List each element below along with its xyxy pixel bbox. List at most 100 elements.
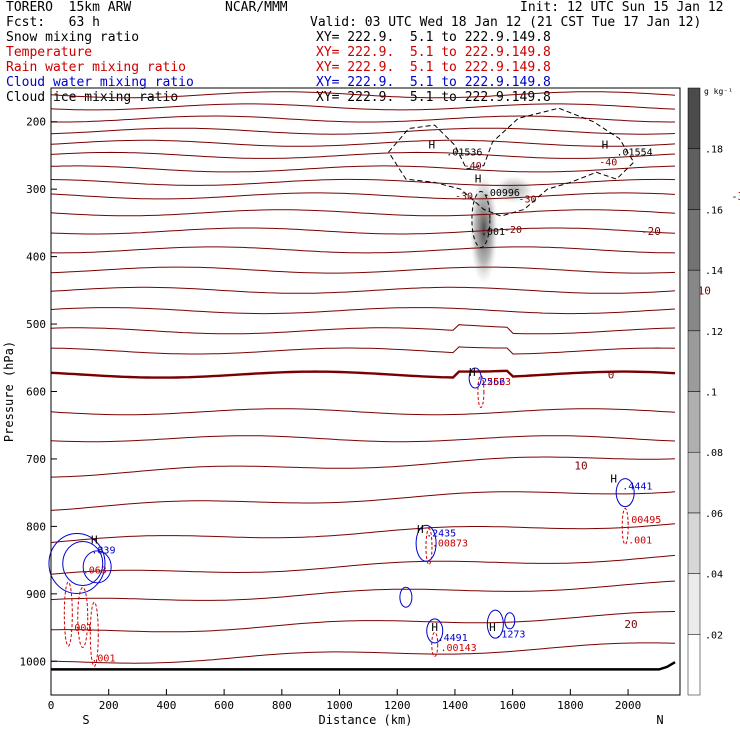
colorbar-bin <box>687 330 701 392</box>
y-tick-label: 700 <box>26 453 46 466</box>
isotherm-label: 10 <box>574 460 587 473</box>
colorbar-bin <box>687 148 701 210</box>
y-tick-label: 400 <box>26 251 46 264</box>
ice-contour-label: -30 <box>518 195 536 206</box>
rain-max-label: .00873 <box>432 539 468 550</box>
colorbar-tick-label: .14 <box>705 266 723 277</box>
isotherm-24 <box>50 580 676 601</box>
y-tick-label: 800 <box>26 520 46 533</box>
isotherm-label: -20 <box>641 225 661 238</box>
x-tick-label: 1400 <box>442 699 469 712</box>
field-xy-snow: XY= 222.9. 5.1 to 222.9.149.8 <box>316 30 551 45</box>
colorbar-tick-label: .12 <box>705 327 723 338</box>
field-name-temperature: Temperature <box>6 45 93 60</box>
colorbar-bin <box>687 391 701 453</box>
isotherm-label: 0 <box>608 369 615 382</box>
colorbar-tick-label: .04 <box>705 570 723 581</box>
high-marker: H <box>91 533 98 546</box>
cloud-water-contour <box>504 612 516 630</box>
isotherm-15 <box>50 324 676 335</box>
colorbar-bin <box>687 573 701 635</box>
colorbar-tick-label: .1 <box>705 388 717 399</box>
colorbar-bin <box>687 451 701 514</box>
isotherm-1 <box>50 103 676 111</box>
colorbar-unit: g kg⁻¹ <box>704 87 733 96</box>
y-axis-label: Pressure (hPa) <box>2 341 16 442</box>
ice-contour-label: -40 <box>464 161 482 172</box>
cloud-water-max-label: .839 <box>91 545 115 556</box>
colorbar-bin <box>687 634 701 696</box>
surface-line <box>51 661 676 671</box>
ice-max-label: .00996 <box>484 188 520 199</box>
colorbar-tick-label: .16 <box>705 205 723 216</box>
rain-max-label: .00495 <box>625 515 661 526</box>
isotherm-10 <box>50 227 676 235</box>
x-tick-label: 200 <box>99 699 119 712</box>
x-axis-label: Distance (km) <box>319 713 413 727</box>
isotherm-9 <box>50 209 676 217</box>
rain-contour <box>63 581 73 647</box>
ice-contour-label: -40 <box>599 158 617 169</box>
y-tick-label: 300 <box>26 183 46 196</box>
field-name-snow: Snow mixing ratio <box>6 30 140 45</box>
high-marker: H <box>417 523 424 536</box>
isotherm-11 <box>50 246 676 254</box>
isotherm-13 <box>50 286 676 294</box>
colorbar-tick-label: .08 <box>705 448 723 459</box>
org-label: NCAR/MMM <box>225 0 288 15</box>
rain-contour <box>431 631 439 657</box>
x-tick-label: 1600 <box>499 699 526 712</box>
field-xy-cloud-water: XY= 222.9. 5.1 to 222.9.149.8 <box>316 75 551 90</box>
isotherm-20 <box>50 456 676 478</box>
rain-contour <box>89 601 99 667</box>
y-tick-label: 600 <box>26 386 46 399</box>
x-tick-label: 1800 <box>557 699 584 712</box>
colorbar-tick-label: .18 <box>705 145 723 156</box>
isotherm-14 <box>50 307 676 315</box>
snow-shading-secondary <box>493 175 534 204</box>
ice-contour-label: -30 <box>455 191 473 202</box>
high-marker: H <box>431 621 438 634</box>
ice-max-label: .01554 <box>617 147 653 158</box>
isotherm-22 <box>50 523 676 543</box>
isotherm-18 <box>50 408 676 416</box>
colorbar-tick-label: .06 <box>705 509 723 520</box>
rain-max-label: .063 <box>83 566 107 577</box>
ice-contour <box>388 107 635 217</box>
rain-max-label: .00143 <box>441 643 477 654</box>
high-marker: H <box>475 172 482 185</box>
field-xy-temperature: XY= 222.9. 5.1 to 222.9.149.8 <box>316 45 551 60</box>
valid-time: Valid: 03 UTC Wed 18 Jan 12 (21 CST Tue … <box>310 15 702 30</box>
x-tick-label: 1000 <box>326 699 353 712</box>
rain-max-label: .001 <box>628 535 652 546</box>
model-title: TORERO 15km ARW <box>6 0 132 15</box>
cloud-water-max-label: .2566 <box>475 377 505 388</box>
rain-max-label: .2523 <box>481 377 511 388</box>
field-xy-rain: XY= 222.9. 5.1 to 222.9.149.8 <box>316 60 551 75</box>
colorbar-bin <box>687 87 701 149</box>
isotherm-4 <box>50 139 676 147</box>
cloud-water-max-label: .2435 <box>426 529 456 540</box>
isotherm-7 <box>50 178 676 186</box>
high-marker: H <box>489 621 496 634</box>
x-tick-label: 800 <box>272 699 292 712</box>
isotherm-2 <box>51 115 675 123</box>
field-name-rain: Rain water mixing ratio <box>6 60 187 75</box>
high-marker: H <box>602 139 609 152</box>
isotherm-6 <box>50 165 676 173</box>
colorbar-bin <box>687 269 701 332</box>
isotherm-19 <box>50 435 676 443</box>
field-name-cloud-water: Cloud water mixing ratio <box>6 75 194 90</box>
y-tick-label: 900 <box>26 588 46 601</box>
isotherm-8 <box>50 192 676 200</box>
cloud-water-max-label: .4441 <box>622 481 652 492</box>
high-marker: H <box>610 473 617 486</box>
colorbar-bin <box>687 512 701 574</box>
cloud-water-contour <box>426 618 444 644</box>
y-tick-label: 1000 <box>20 655 47 668</box>
y-tick-label: 200 <box>26 116 46 129</box>
y-tick-label: 500 <box>26 318 46 331</box>
cloud-water-contour <box>468 367 482 389</box>
x-tick-label: 0 <box>48 699 55 712</box>
